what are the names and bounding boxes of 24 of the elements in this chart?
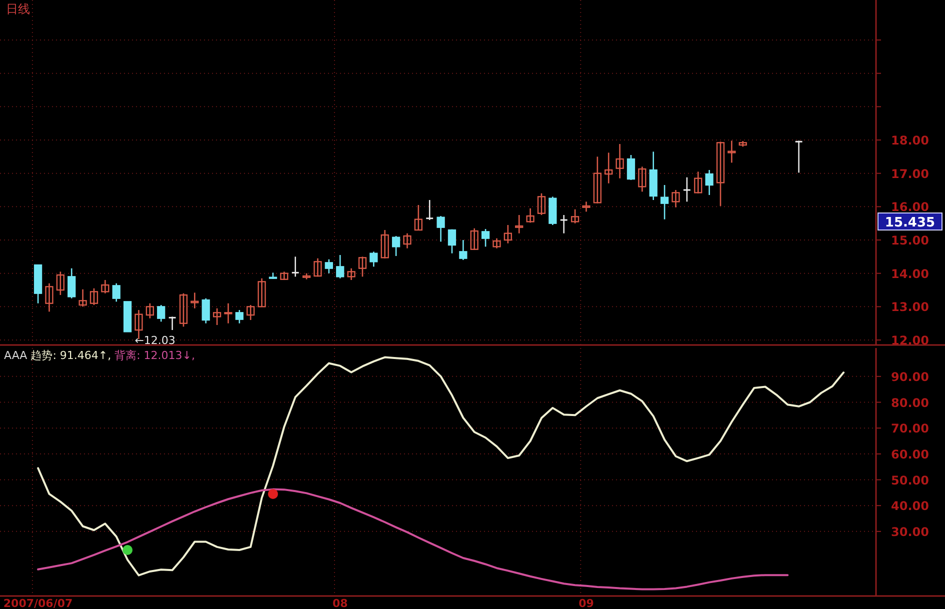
chart-title: AAA (4, 349, 31, 362)
text: 背离: 12.013↓, (114, 349, 195, 362)
y-tick-label: 17.00 (891, 166, 929, 181)
y-tick-label: 18.00 (891, 134, 929, 148)
y-tick-label: 16.00 (891, 200, 929, 214)
line-series (37, 488, 789, 590)
text: 趋势: 91.464↑, (30, 349, 112, 362)
annotation: ←12.03 (134, 334, 176, 347)
y-tick-label: 12.00 (891, 334, 929, 348)
text: 15.435 (884, 216, 936, 230)
y-tick-label: 80.00 (891, 396, 929, 410)
x-tick-label: 08 (332, 597, 348, 609)
y-tick-label: 14.00 (891, 266, 929, 281)
y-tick-label: 90.00 (891, 370, 929, 384)
y-tick-label: 60.00 (891, 447, 929, 462)
chart-title: 日线 (6, 2, 30, 16)
x-tick-label: 2007/06/07 (3, 597, 73, 609)
y-tick-label: 13.00 (891, 300, 929, 314)
y-tick-label: 50.00 (891, 473, 929, 488)
y-tick-label: 30.00 (891, 524, 929, 539)
x-tick-label: 09 (578, 597, 594, 609)
y-tick-label: 15.00 (891, 234, 929, 248)
y-tick-label: 40.00 (891, 499, 929, 514)
y-tick-label: 70.00 (891, 422, 929, 436)
